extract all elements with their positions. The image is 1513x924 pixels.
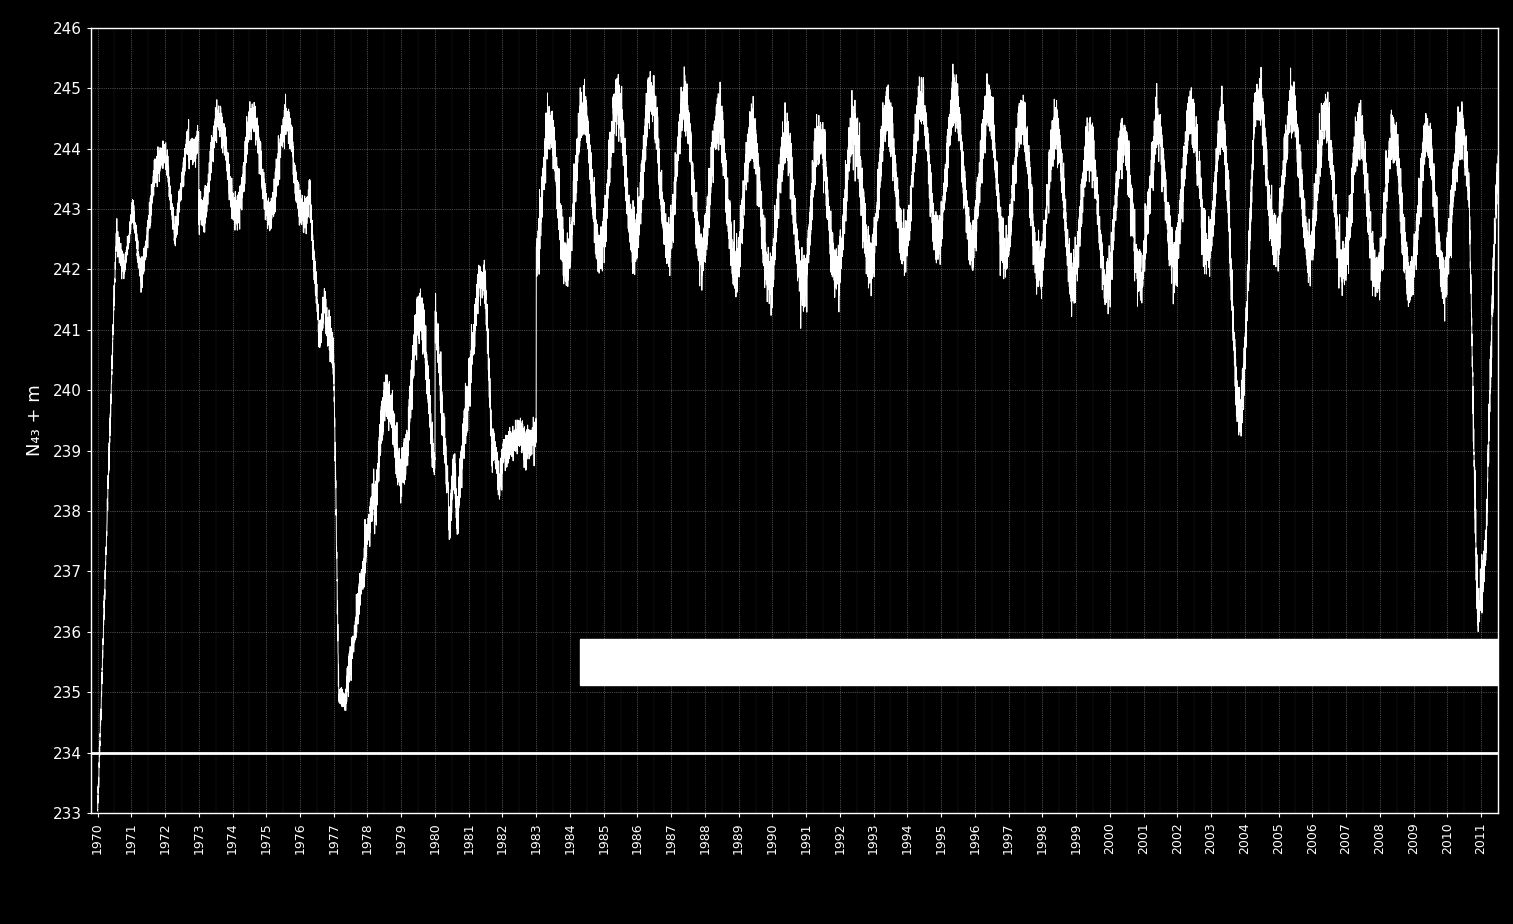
Y-axis label: N₄₃ + m: N₄₃ + m [26, 384, 44, 456]
Bar [579, 639, 1508, 685]
